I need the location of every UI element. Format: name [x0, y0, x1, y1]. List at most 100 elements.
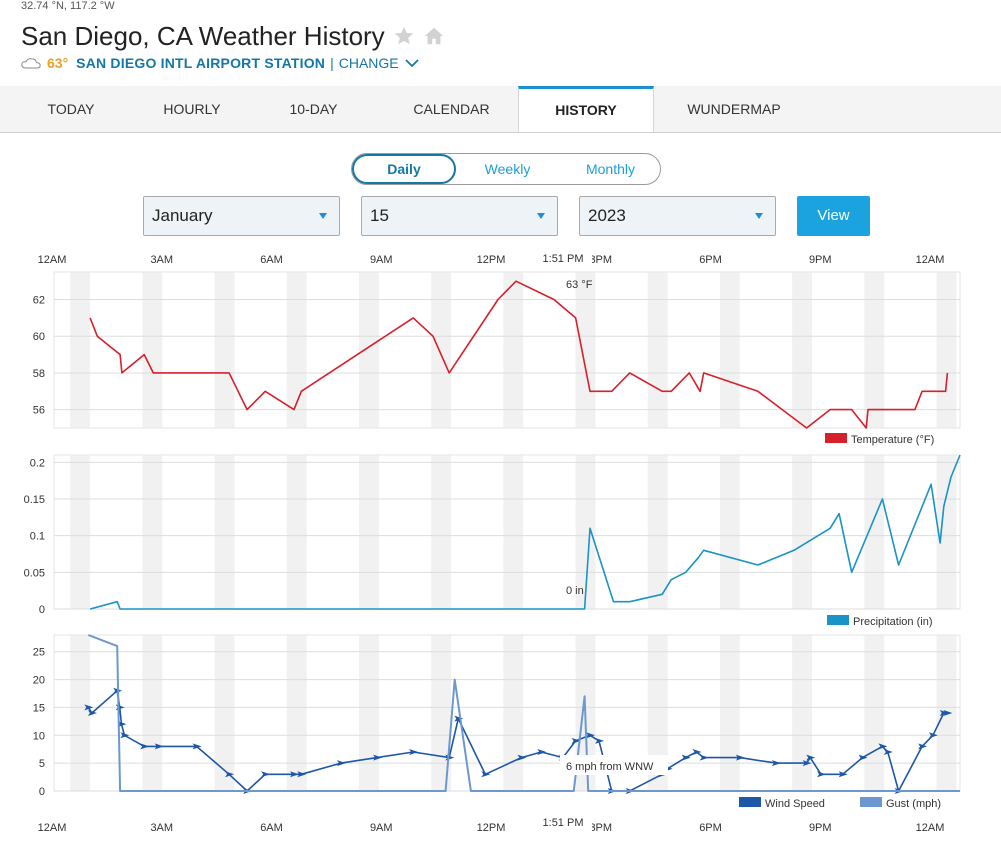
wind-direction-arrow — [878, 743, 888, 750]
wind-direction-arrow — [537, 749, 547, 755]
cloud-icon — [21, 58, 41, 69]
hour-band — [70, 455, 91, 609]
forecast-tabs: TODAY HOURLY 10-DAY CALENDAR HISTORY WUN… — [0, 86, 1001, 133]
wind-direction-arrow — [373, 754, 383, 761]
hour-band — [214, 635, 235, 791]
dropdown-arrow-icon — [755, 213, 763, 219]
wind-direction-arrow — [297, 771, 307, 778]
hour-band — [142, 272, 163, 428]
wind-direction-arrow — [595, 737, 605, 744]
chevron-down-icon[interactable] — [405, 58, 419, 68]
station-link[interactable]: SAN DIEGO INTL AIRPORT STATION — [76, 55, 326, 71]
y-tick-label: 5 — [39, 758, 45, 770]
y-tick-label: 20 — [33, 675, 45, 687]
change-location-button[interactable]: CHANGE — [338, 55, 399, 71]
tab-wundermap[interactable]: WUNDERMAP — [687, 101, 781, 117]
period-toggle: Daily Weekly Monthly — [351, 153, 661, 185]
hour-band — [359, 455, 379, 609]
hour-band — [575, 272, 596, 428]
legend-label-temperature: Temperature (°F) — [851, 434, 934, 446]
hour-band — [719, 635, 740, 791]
tab-history[interactable]: HISTORY — [518, 86, 654, 132]
hour-band — [864, 455, 885, 609]
current-temperature: 63° — [47, 55, 69, 71]
x-tick-label-top: 12AM — [916, 254, 945, 266]
coordinates: 32.74 °N, 117.2 °W — [21, 0, 115, 12]
tab-today[interactable]: TODAY — [47, 101, 95, 117]
legend-swatch-gust — [860, 797, 882, 807]
hover-time-bg — [536, 813, 592, 831]
x-tick-label-top: 12AM — [38, 254, 67, 266]
y-tick-label: 0.2 — [30, 457, 45, 469]
y-tick-label: 0.05 — [24, 567, 45, 579]
wind-direction-arrow — [918, 743, 928, 750]
x-tick-label-top: 6AM — [260, 254, 283, 266]
hour-band — [286, 272, 307, 428]
month-select[interactable]: January — [143, 196, 340, 236]
x-tick-label-bottom: 12AM — [916, 822, 945, 834]
hour-band — [792, 455, 813, 609]
period-daily-button[interactable]: Daily — [352, 154, 456, 184]
wind-direction-arrow — [735, 754, 745, 761]
star-icon[interactable] — [393, 25, 415, 47]
wind-direction-arrow — [883, 749, 893, 755]
hour-band — [70, 272, 91, 428]
page-title: San Diego, CA Weather History — [21, 20, 385, 51]
wind-direction-arrow — [817, 771, 827, 778]
wind-direction-arrow — [120, 732, 130, 739]
view-button[interactable]: View — [797, 196, 870, 236]
wind-direction-arrow — [481, 771, 491, 778]
y-tick-label: 15 — [33, 702, 45, 714]
tab-10-day[interactable]: 10-DAY — [289, 101, 338, 117]
y-tick-label: 60 — [33, 331, 45, 343]
year-select[interactable]: 2023 — [579, 196, 776, 236]
series-line-temperature-f- — [89, 280, 949, 429]
day-select[interactable]: 15 — [361, 196, 558, 236]
x-tick-label-bottom: 6PM — [699, 822, 722, 834]
hover-time-bg — [536, 249, 592, 266]
x-tick-label-top: 9PM — [809, 254, 832, 266]
separator: | — [330, 55, 334, 71]
hour-band — [142, 635, 163, 791]
wind-direction-arrow — [681, 754, 691, 761]
hover-time-label-bottom: 1:51 PM — [543, 817, 584, 829]
hour-band — [359, 272, 379, 428]
legend-swatch-wind-speed — [739, 797, 761, 807]
wind-direction-arrow — [802, 760, 812, 767]
tab-hourly[interactable]: HOURLY — [163, 101, 221, 117]
tab-calendar[interactable]: CALENDAR — [413, 101, 490, 117]
hour-band — [719, 272, 740, 428]
x-tick-label-bottom: 9PM — [809, 822, 832, 834]
temperature-hover-label: 63 °F — [566, 279, 593, 291]
hour-band — [936, 272, 957, 428]
x-tick-label-top: 9AM — [370, 254, 393, 266]
hour-band — [575, 455, 596, 609]
home-icon[interactable] — [423, 25, 445, 47]
period-weekly-button[interactable]: Weekly — [484, 161, 531, 177]
hour-band — [286, 455, 307, 609]
wind-direction-arrow — [154, 743, 164, 750]
wind-direction-arrow — [290, 771, 300, 778]
period-monthly-button[interactable]: Monthly — [585, 161, 636, 177]
hour-band — [792, 635, 813, 791]
hour-band — [503, 272, 524, 428]
wind-hover-bg — [560, 755, 668, 775]
series-line-precipitation-in- — [89, 454, 961, 610]
hour-band — [503, 455, 524, 609]
legend-label-gust: Gust (mph) — [886, 798, 941, 810]
wind-direction-arrow — [336, 760, 346, 767]
hour-band — [359, 635, 379, 791]
wind-direction-arrow — [409, 749, 419, 755]
legend-label-precipitation: Precipitation (in) — [853, 616, 932, 628]
hour-band — [431, 272, 452, 428]
day-select-value: 15 — [370, 206, 389, 225]
hour-band — [431, 635, 452, 791]
wind-direction-arrow — [943, 710, 953, 716]
hour-band — [431, 455, 452, 609]
wind-direction-arrow — [571, 737, 581, 744]
precip-hover-label: 0 in — [566, 585, 584, 597]
hour-band — [142, 455, 163, 609]
wind-direction-arrow — [517, 754, 527, 761]
wind-direction-arrow — [261, 771, 271, 778]
